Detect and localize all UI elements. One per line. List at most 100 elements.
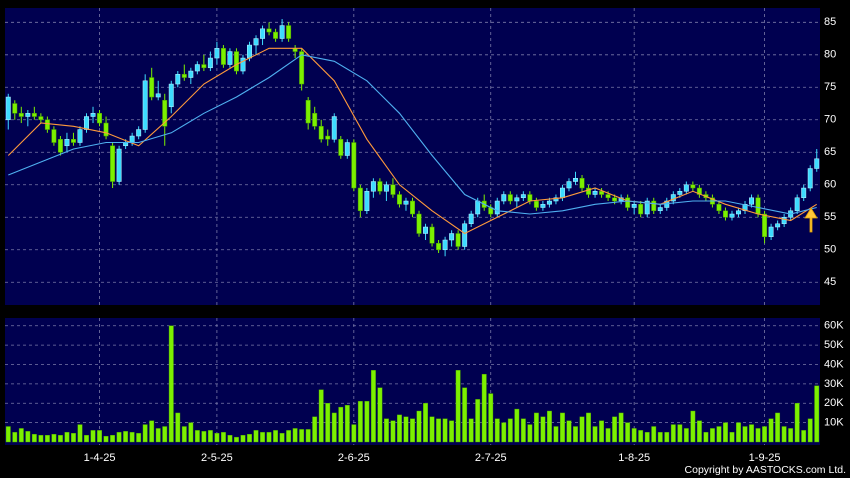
candle-body bbox=[377, 181, 383, 192]
volume-bar bbox=[44, 435, 50, 443]
volume-bar bbox=[299, 429, 305, 443]
candle-body bbox=[651, 200, 657, 212]
volume-bar bbox=[123, 431, 129, 443]
candle-body bbox=[696, 187, 702, 195]
candle-body bbox=[605, 194, 611, 199]
volume-bar bbox=[553, 426, 559, 443]
volume-bar bbox=[540, 416, 546, 443]
volume-bar bbox=[253, 430, 259, 443]
volume-bar bbox=[788, 428, 794, 443]
candle-body bbox=[429, 226, 435, 244]
volume-bar bbox=[77, 424, 83, 443]
candle-body bbox=[247, 44, 252, 59]
y-tick-label: 20K bbox=[824, 397, 844, 409]
candle-body bbox=[631, 204, 637, 208]
candle-body bbox=[383, 184, 389, 192]
candle-body bbox=[299, 51, 305, 85]
candle-body bbox=[142, 80, 148, 130]
candle-body bbox=[729, 213, 735, 218]
volume-bar bbox=[814, 385, 820, 443]
moving-average-line bbox=[8, 54, 817, 215]
volume-bar bbox=[612, 416, 618, 443]
volume-bar bbox=[638, 430, 644, 443]
candle-body bbox=[325, 135, 331, 140]
volume-bar bbox=[410, 418, 415, 443]
volume-bar bbox=[762, 426, 767, 443]
candle-body bbox=[814, 158, 820, 169]
candle-body bbox=[331, 116, 337, 140]
candle-body bbox=[227, 51, 233, 65]
volume-bar bbox=[573, 426, 578, 443]
volume-bar bbox=[514, 408, 520, 443]
volume-bar bbox=[325, 403, 331, 443]
volume-bar bbox=[181, 426, 187, 443]
volume-bar bbox=[51, 434, 57, 443]
volume-bar bbox=[155, 428, 161, 443]
x-tick-label: 1-9-25 bbox=[749, 452, 781, 464]
candle-body bbox=[305, 100, 311, 124]
candle-body bbox=[475, 200, 481, 215]
volume-bar bbox=[781, 426, 787, 443]
candle-body bbox=[149, 77, 155, 98]
candle-body bbox=[110, 145, 116, 182]
candle-body bbox=[736, 210, 741, 215]
candle-body bbox=[396, 194, 402, 205]
candle-body bbox=[494, 200, 500, 215]
volume-bar bbox=[162, 426, 168, 443]
candle-body bbox=[436, 243, 442, 251]
candle-body bbox=[553, 197, 559, 202]
y-tick-label: 60K bbox=[824, 320, 844, 332]
candle-body bbox=[194, 64, 200, 72]
candle-body bbox=[533, 200, 539, 208]
volume-bar bbox=[586, 412, 591, 443]
volume-bar bbox=[468, 418, 474, 443]
y-tick-label: 50K bbox=[824, 339, 844, 351]
candle-body bbox=[540, 204, 546, 208]
candle-body bbox=[31, 113, 37, 117]
candle-body bbox=[390, 184, 396, 195]
candle-body bbox=[749, 197, 755, 205]
candle-body bbox=[716, 204, 722, 212]
volume-bar bbox=[370, 370, 376, 443]
volume-bar bbox=[533, 412, 539, 443]
volume-bar bbox=[507, 418, 513, 443]
volume-bar bbox=[227, 435, 233, 443]
y-tick-label: 75 bbox=[824, 81, 836, 93]
volume-bar bbox=[631, 428, 637, 443]
volume-bar bbox=[58, 435, 63, 443]
candle-body bbox=[644, 200, 650, 215]
candle-body bbox=[416, 213, 422, 234]
y-tick-label: 65 bbox=[824, 146, 836, 158]
candle-body bbox=[462, 223, 468, 247]
volume-bar bbox=[338, 406, 344, 443]
candle-body bbox=[501, 194, 507, 202]
volume-bar bbox=[110, 435, 115, 443]
candle-body bbox=[129, 135, 135, 143]
candle-body bbox=[794, 197, 800, 212]
candle-body bbox=[801, 187, 807, 199]
candle-body bbox=[220, 48, 226, 65]
candle-body bbox=[279, 25, 285, 39]
candle-body bbox=[546, 200, 552, 205]
candle-body bbox=[240, 57, 246, 72]
volume-bar bbox=[201, 431, 207, 443]
candle-body bbox=[175, 74, 181, 85]
candle-body bbox=[201, 64, 207, 69]
volume-bar bbox=[716, 426, 722, 443]
candle-body bbox=[657, 207, 663, 212]
volume-bar bbox=[429, 416, 435, 443]
volume-bar bbox=[149, 420, 155, 443]
volume-bar bbox=[377, 387, 383, 443]
candle-body bbox=[207, 57, 213, 69]
volume-bar bbox=[247, 434, 252, 443]
volume-bar bbox=[749, 424, 754, 443]
volume-bar bbox=[475, 399, 481, 443]
volume-bar bbox=[129, 432, 135, 443]
volume-bar bbox=[696, 420, 702, 443]
volume-bar bbox=[592, 426, 598, 443]
candle-body bbox=[38, 116, 44, 121]
volume-bar bbox=[234, 436, 239, 443]
volume-bar bbox=[670, 424, 676, 443]
